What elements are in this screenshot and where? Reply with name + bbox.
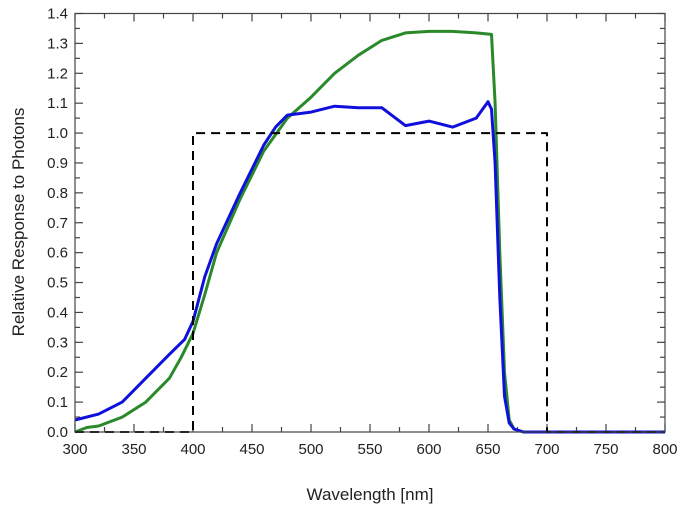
y-tick-label: 1.2 (47, 65, 68, 82)
x-tick-label: 300 (62, 441, 87, 458)
x-tick-label: 350 (121, 441, 146, 458)
y-tick-label: 0.0 (47, 424, 68, 441)
series-line-0 (74, 29, 665, 434)
plot-frame (74, 12, 666, 433)
y-tick-label: 0.2 (47, 364, 68, 381)
y-tick-label: 0.8 (47, 185, 68, 202)
y-tick-label: 0.4 (47, 304, 68, 321)
x-tick-label: 550 (357, 441, 382, 458)
x-tick-label: 750 (593, 441, 618, 458)
y-tick-label: 1.4 (47, 6, 68, 23)
x-tick-label: 650 (475, 441, 500, 458)
y-tick-label: 1.1 (47, 95, 68, 112)
y-tick-label: 1.0 (47, 125, 68, 142)
y-tick-label: 0.1 (47, 394, 68, 411)
series-group (74, 29, 665, 434)
series-line-2 (75, 132, 665, 433)
y-tick-label: 0.9 (47, 155, 68, 172)
x-axis: 300 350 400 450 500 550 600 650 700 750 800 (62, 441, 677, 458)
x-tick-label: 600 (416, 441, 441, 458)
y-tick-label: 0.6 (47, 245, 68, 262)
minor-ticks (74, 12, 666, 433)
series-line-1 (74, 100, 665, 434)
x-tick-label: 700 (534, 441, 559, 458)
y-tick-label: 0.3 (47, 334, 68, 351)
y-tick-label: 0.5 (47, 275, 68, 292)
y-axis-label: Relative Response to Photons (9, 108, 28, 337)
x-axis-label: Wavelength [nm] (307, 485, 434, 504)
x-tick-label: 450 (239, 441, 264, 458)
x-tick-label: 800 (652, 441, 677, 458)
x-tick-label: 400 (180, 441, 205, 458)
y-tick-label: 1.3 (47, 35, 68, 52)
y-axis: 0.0 0.1 0.2 0.3 0.4 0.5 0.6 0.7 0.8 0.9 1.0 1.1 1.2 1… (47, 6, 68, 442)
x-tick-label: 500 (298, 441, 323, 458)
y-tick-label: 0.7 (47, 215, 68, 232)
